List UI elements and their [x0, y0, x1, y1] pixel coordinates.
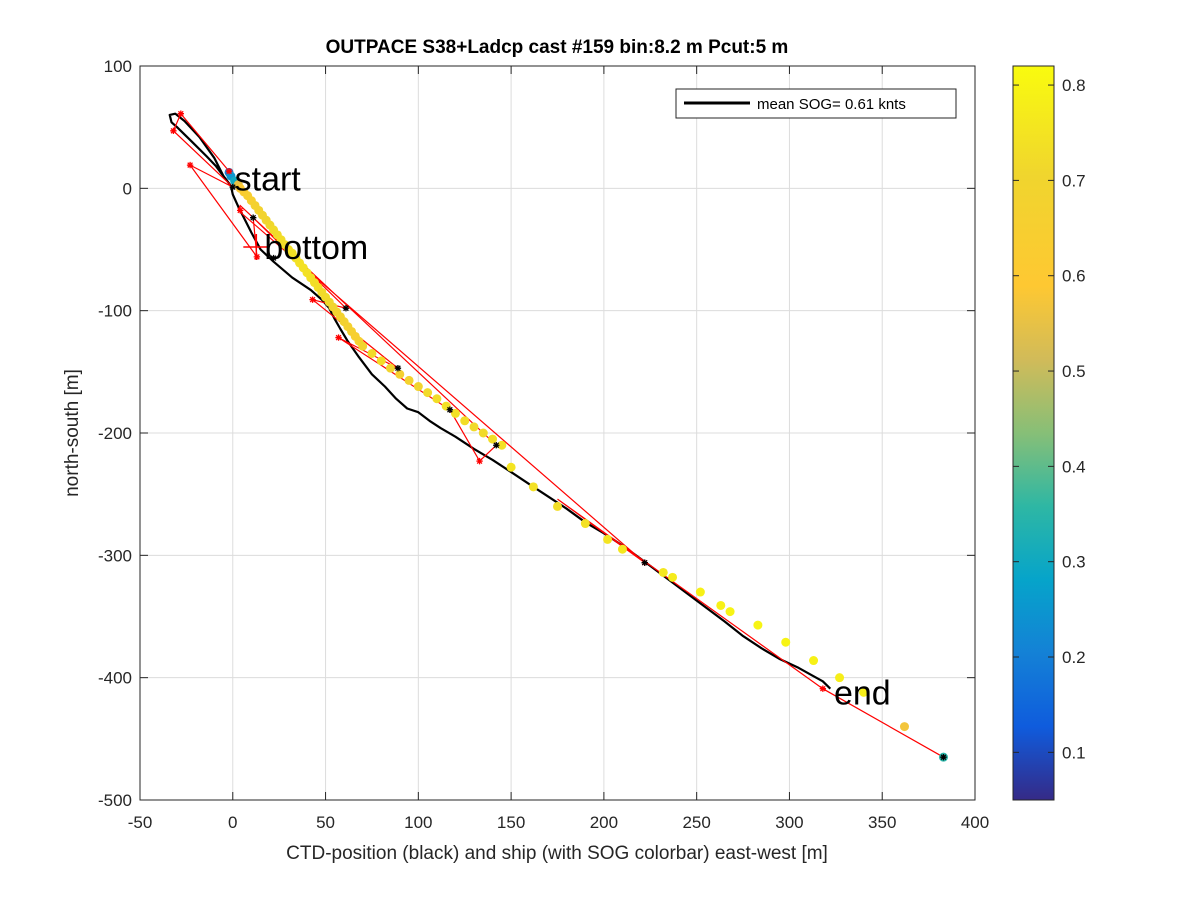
sog-point: [781, 637, 791, 647]
colorbar-ticks: 0.1 0.2 0.3 0.4 0.5 0.6 0.7 0.8: [1013, 76, 1086, 762]
sog-point: [725, 607, 735, 617]
x-tick-label: 200: [590, 813, 618, 832]
y-tick-label: -400: [98, 669, 132, 688]
black-star-marker: [940, 753, 947, 761]
x-tick-label: 400: [961, 813, 989, 832]
black-star-marker: [394, 364, 402, 372]
sog-point: [716, 600, 726, 610]
black-star-markers-layer: [229, 183, 947, 761]
y-tick-label: -200: [98, 424, 132, 443]
sog-point: [478, 428, 488, 438]
y-tick-label: 100: [104, 57, 132, 76]
y-tick-label: -100: [98, 302, 132, 321]
sog-point: [668, 572, 678, 582]
sog-point: [528, 482, 538, 492]
black-star-marker: [270, 254, 277, 262]
colorbar-tick-label: 0.2: [1062, 648, 1086, 667]
annotation-labels: start bottom end: [235, 161, 891, 713]
x-tick-label: 100: [404, 813, 432, 832]
y-tick-label: -300: [98, 546, 132, 565]
red-star-marker: [225, 168, 233, 175]
x-tick-labels: -50 0 50 100 150 200 250 300 350 400: [128, 813, 989, 832]
black-star-marker: [229, 183, 236, 191]
bottom-plus-marker: [243, 234, 270, 261]
sog-point: [460, 416, 470, 426]
sog-point: [899, 722, 909, 732]
sog-point: [580, 519, 590, 529]
colorbar-tick-label: 0.6: [1062, 267, 1086, 286]
bottom-marker-layer: [243, 234, 270, 261]
plot-frame: [139, 65, 976, 801]
black-star-marker: [342, 305, 350, 312]
red-star-marker: [170, 127, 177, 135]
red-star-marker: [476, 457, 483, 465]
sog-point: [469, 422, 479, 432]
colorbar-tick-label: 0.1: [1062, 743, 1086, 762]
sog-point: [809, 656, 819, 666]
red-star-marker: [186, 161, 194, 169]
black-star-marker: [446, 406, 454, 413]
colorbar: 0.1 0.2 0.3 0.4 0.5 0.6 0.7 0.8: [1012, 65, 1086, 801]
y-tick-label: -500: [98, 791, 132, 810]
chart-title: OUTPACE S38+Ladcp cast #159 bin:8.2 m Pc…: [326, 37, 789, 58]
red-star-marker: [819, 685, 827, 692]
sog-point: [695, 587, 705, 597]
x-tick-label: 350: [868, 813, 896, 832]
sog-point: [386, 363, 395, 373]
black-star-marker: [249, 214, 257, 221]
red-star-marker: [335, 334, 342, 341]
sog-point: [553, 501, 562, 511]
annotation-end: end: [834, 674, 891, 712]
colorbar-gradient: [1012, 65, 1055, 801]
sog-point: [617, 544, 627, 554]
sog-point: [753, 620, 763, 630]
x-tick-label: 150: [497, 813, 525, 832]
sog-point: [358, 341, 368, 351]
colorbar-tick-label: 0.3: [1062, 553, 1086, 572]
sog-point: [376, 356, 386, 366]
x-tick-label: 50: [316, 813, 335, 832]
colorbar-tick-label: 0.7: [1062, 171, 1086, 190]
legend: mean SOG= 0.61 knts: [675, 88, 957, 119]
x-tick-label: 250: [682, 813, 710, 832]
red-star-marker: [177, 110, 185, 117]
red-star-marker: [237, 207, 244, 214]
sog-point: [432, 394, 442, 404]
sog-point: [497, 440, 507, 450]
sog-point: [404, 375, 414, 385]
x-tick-label: -50: [128, 813, 153, 832]
sog-point: [835, 673, 845, 683]
sog-point: [488, 434, 498, 444]
sog-point: [423, 388, 433, 398]
x-axis-label: CTD-position (black) and ship (with SOG …: [286, 843, 828, 864]
sog-point: [859, 687, 869, 697]
ship-sog-points-layer: [224, 167, 948, 762]
x-tick-label: 300: [775, 813, 803, 832]
y-tick-labels: 100 0 -100 -200 -300 -400 -500: [98, 57, 132, 810]
colorbar-tick-label: 0.5: [1062, 362, 1086, 381]
sog-point: [658, 567, 668, 577]
sog-point: [603, 534, 613, 544]
sog-point: [506, 462, 516, 472]
colorbar-tick-label: 0.8: [1062, 76, 1086, 95]
sog-point: [450, 408, 460, 418]
annotation-start: start: [235, 161, 302, 199]
annotation-bottom: bottom: [264, 229, 368, 267]
y-tick-label: 0: [123, 179, 132, 198]
sog-point: [367, 348, 377, 358]
x-tick-label: 0: [228, 813, 237, 832]
legend-label: mean SOG= 0.61 knts: [757, 96, 906, 113]
sog-point: [395, 369, 405, 379]
y-axis-label: north-south [m]: [62, 369, 83, 497]
colorbar-tick-label: 0.4: [1062, 457, 1086, 476]
red-star-marker: [309, 296, 316, 303]
sog-point: [413, 382, 423, 392]
black-star-marker: [641, 559, 648, 566]
black-star-marker: [493, 442, 500, 449]
